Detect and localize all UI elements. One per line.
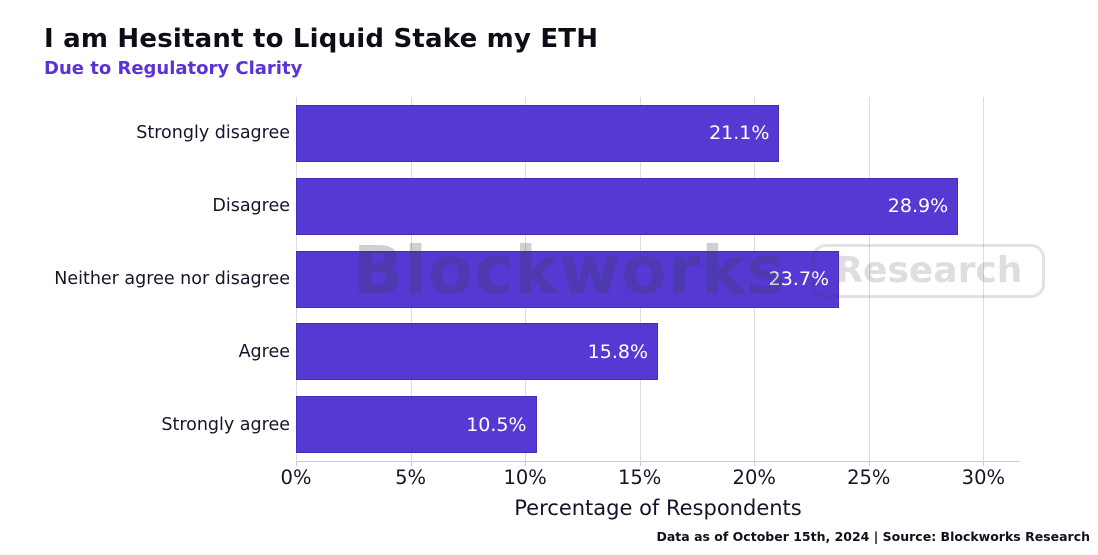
category-label: Strongly disagree	[136, 123, 290, 144]
tick-mark	[868, 461, 870, 466]
bar: 15.8%	[296, 323, 658, 381]
tick-mark	[639, 461, 641, 466]
x-tick-label: 20%	[732, 466, 776, 489]
x-tick-label: 25%	[847, 466, 891, 489]
gridline	[983, 97, 985, 461]
tick-mark	[525, 461, 527, 466]
bar-value-label: 23.7%	[768, 268, 829, 290]
chart-header: I am Hesitant to Liquid Stake my ETH Due…	[44, 24, 598, 79]
bar: 10.5%	[296, 396, 537, 454]
bar: 28.9%	[296, 177, 959, 235]
tick-mark	[296, 461, 297, 466]
x-tick-label: 15%	[617, 466, 662, 489]
x-axis-title: Percentage of Respondents	[514, 496, 802, 520]
tick-mark	[754, 461, 756, 466]
bar: 21.1%	[296, 104, 780, 162]
gridline	[868, 97, 870, 461]
x-axis-line	[296, 461, 1020, 462]
tick-mark	[983, 461, 985, 466]
bar: 23.7%	[296, 250, 839, 308]
bar-value-label: 10.5%	[466, 413, 527, 436]
bar-fill	[296, 104, 780, 162]
tick-mark	[410, 461, 412, 466]
x-tick-label: 30%	[961, 466, 1005, 489]
category-label: Strongly agree	[161, 414, 290, 435]
category-label: Agree	[238, 341, 290, 362]
chart-title: I am Hesitant to Liquid Stake my ETH	[44, 24, 599, 54]
x-tick-label: 0%	[280, 466, 312, 489]
y-axis-category-labels: Strongly disagree Disagree Neither agree n…	[0, 97, 290, 461]
bar-value-label: 15.8%	[587, 340, 648, 363]
chart-subtitle: Due to Regulatory Clarity	[44, 58, 303, 79]
bar-fill	[296, 177, 959, 235]
bar-fill	[296, 250, 839, 308]
bar-fill	[296, 396, 537, 454]
plot-area: 21.1% 28.9% 23.7% 15.8% 10.5%	[296, 97, 1020, 461]
x-axis-tick-labels: 0% 5% 10% 15% 20% 25% 30%	[281, 466, 1020, 490]
x-tick-label: 10%	[503, 466, 547, 489]
x-tick-label: 5%	[395, 466, 427, 489]
bar-value-label: 28.9%	[887, 195, 949, 218]
bar-fill	[296, 323, 658, 381]
category-label: Disagree	[212, 196, 290, 217]
bar-value-label: 21.1%	[709, 122, 770, 145]
category-label: Neither agree nor disagree	[54, 268, 290, 289]
source-note: Data as of October 15th, 2024 | Source: …	[656, 529, 1091, 544]
